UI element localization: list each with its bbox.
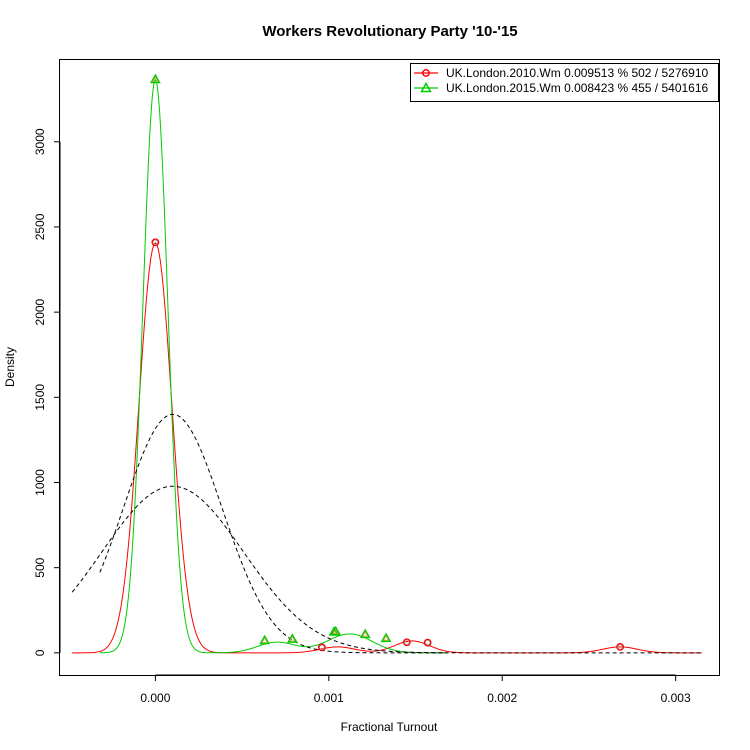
chart-title: Workers Revolutionary Party '10-'15 — [262, 23, 517, 40]
data-point — [259, 634, 271, 645]
normal-fit-line — [71, 485, 702, 654]
density-line — [99, 78, 447, 654]
legend-box — [410, 63, 719, 102]
y-axis-label: Density — [3, 347, 17, 387]
x-tick-label: 0.001 — [314, 691, 344, 705]
data-point-inner — [425, 640, 431, 646]
data-point-inner — [152, 76, 159, 82]
legend-label-2010: UK.London.2010.Wm 0.009513 % 502 / 52769… — [446, 66, 709, 80]
density-curves — [72, 78, 702, 654]
legend: UK.London.2010.Wm 0.009513 % 502 / 52769… — [410, 63, 719, 102]
y-tick-label: 1500 — [33, 384, 47, 411]
data-point-inner — [382, 634, 390, 641]
x-tick-label: 0.000 — [140, 691, 170, 705]
data-point-inner — [152, 239, 158, 245]
data-point — [151, 238, 160, 247]
data-point — [423, 638, 432, 647]
y-tick-label: 500 — [33, 557, 47, 577]
y-axis: 0 500 1000 1500 2000 2500 3000 — [33, 128, 61, 656]
data-point-inner — [289, 635, 296, 642]
data-point-inner — [404, 639, 410, 645]
data-point-inner — [332, 628, 339, 634]
data-point — [616, 642, 625, 651]
data-point-inner — [617, 644, 623, 650]
density-line — [72, 242, 702, 654]
x-tick-label: 0.002 — [487, 691, 517, 705]
y-tick-label: 2500 — [33, 213, 47, 240]
normal-fit-curves — [71, 413, 702, 654]
data-point — [317, 643, 326, 652]
y-tick-label: 1000 — [33, 469, 47, 496]
data-point — [149, 73, 161, 84]
data-point-inner — [362, 631, 369, 637]
legend-marker-2015 — [420, 81, 432, 93]
x-axis-label: Fractional Turnout — [341, 720, 438, 734]
data-point-inner — [319, 644, 325, 651]
y-tick-label: 0 — [33, 649, 47, 656]
data-point — [286, 633, 298, 643]
data-markers — [149, 73, 625, 652]
y-tick-label: 2000 — [33, 298, 47, 325]
normal-fit-line — [99, 413, 447, 654]
data-point — [380, 632, 392, 643]
x-tick-label: 0.003 — [661, 691, 691, 705]
data-point — [330, 625, 342, 636]
legend-label-2015: UK.London.2015.Wm 0.008423 % 455 / 54016… — [446, 81, 709, 95]
y-tick-label: 3000 — [33, 128, 47, 155]
data-point-inner — [261, 637, 268, 643]
data-point — [359, 628, 371, 639]
plot-frame — [59, 59, 720, 676]
x-axis: 0.000 0.001 0.002 0.003 — [140, 674, 691, 705]
legend-marker-2010 — [422, 69, 430, 77]
data-point — [402, 638, 411, 647]
